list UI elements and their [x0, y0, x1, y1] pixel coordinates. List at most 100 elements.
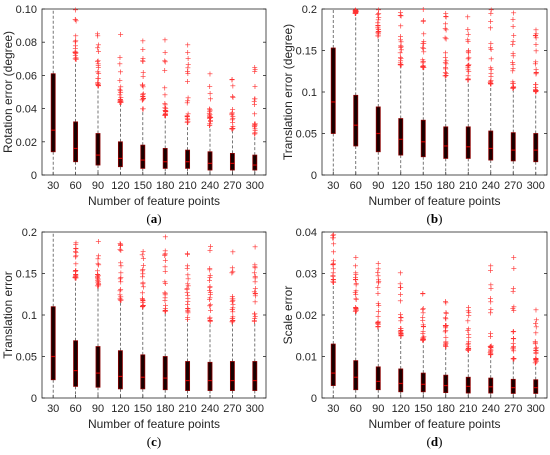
outlier-marker: + — [352, 275, 359, 284]
outlier-marker: + — [184, 67, 191, 76]
outlier-marker: + — [184, 285, 191, 294]
outlier-marker: + — [488, 284, 495, 293]
y-tick-label: 0.15 — [16, 269, 37, 281]
outlier-marker: + — [443, 308, 450, 317]
outlier-marker: + — [509, 58, 516, 67]
outlier-marker: + — [510, 334, 517, 343]
outlier-marker: + — [532, 359, 539, 368]
outlier-marker: + — [532, 31, 539, 40]
outlier-marker: + — [397, 297, 404, 306]
outlier-marker: + — [510, 83, 517, 92]
outlier-marker: + — [330, 275, 337, 284]
outlier-marker: + — [117, 86, 124, 95]
outlier-marker: + — [443, 57, 450, 66]
x-tick-label: 180 — [156, 403, 174, 415]
outlier-marker: + — [465, 344, 472, 353]
outlier-marker: + — [206, 295, 213, 304]
box — [420, 372, 426, 393]
outlier-marker: + — [465, 340, 472, 349]
outlier-marker: + — [140, 83, 147, 92]
outlier-marker: + — [162, 100, 169, 109]
outlier-marker: + — [207, 246, 214, 255]
outlier-marker: + — [330, 230, 337, 239]
box — [162, 356, 168, 391]
outlier-marker: + — [330, 271, 337, 280]
outlier-marker: + — [465, 339, 472, 348]
y-axis-label: Translation error — [1, 271, 15, 359]
outlier-marker: + — [117, 96, 124, 105]
outlier-marker: + — [140, 57, 147, 66]
outlier-marker: + — [397, 41, 404, 50]
outlier-marker: + — [117, 240, 124, 249]
outlier-marker: + — [442, 322, 449, 331]
outlier-marker: + — [229, 297, 236, 306]
outlier-marker: + — [375, 28, 382, 37]
outlier-marker: + — [140, 95, 147, 104]
outlier-marker: + — [397, 8, 404, 17]
outlier-marker: + — [465, 311, 472, 320]
outlier-marker: + — [95, 276, 102, 285]
outlier-marker: + — [420, 333, 427, 342]
outlier-marker: + — [464, 25, 471, 34]
x-tick-label: 150 — [134, 403, 152, 415]
outlier-marker: + — [375, 289, 382, 298]
outlier-marker: + — [118, 97, 125, 106]
outlier-marker: + — [420, 322, 427, 331]
outlier-marker: + — [72, 253, 79, 262]
outlier-marker: + — [117, 275, 124, 284]
outlier-marker: + — [252, 284, 259, 293]
box — [510, 132, 516, 162]
box — [533, 133, 539, 163]
outlier-marker: + — [94, 43, 101, 52]
outlier-marker: + — [230, 300, 237, 309]
outlier-marker: + — [374, 268, 381, 277]
outlier-marker: + — [419, 329, 426, 338]
outlier-marker: + — [251, 119, 258, 128]
outlier-marker: + — [95, 47, 102, 56]
outlier-marker: + — [465, 46, 472, 55]
outlier-marker: + — [161, 111, 168, 120]
outlier-marker: + — [533, 305, 540, 314]
box — [95, 133, 101, 166]
outlier-marker: + — [207, 89, 214, 98]
outlier-marker: + — [533, 70, 540, 79]
outlier-marker: + — [117, 88, 124, 97]
outlier-marker: + — [420, 304, 427, 313]
outlier-marker: + — [487, 266, 494, 275]
y-tick-label: 0.02 — [16, 137, 37, 149]
outlier-marker: + — [442, 65, 449, 74]
outlier-marker: + — [161, 83, 168, 92]
outlier-marker: + — [487, 79, 494, 88]
outlier-marker: + — [95, 81, 102, 90]
outlier-marker: + — [161, 250, 168, 259]
outlier-marker: + — [398, 60, 405, 69]
outlier-marker: + — [140, 94, 147, 103]
outlier-marker: + — [510, 347, 517, 356]
outlier-marker: + — [184, 48, 191, 57]
outlier-marker: + — [419, 290, 426, 299]
outlier-marker: + — [139, 45, 146, 54]
outlier-marker: + — [117, 290, 124, 299]
outlier-marker: + — [162, 111, 169, 120]
outlier-marker: + — [184, 315, 191, 324]
outlier-marker: + — [465, 346, 472, 355]
outlier-marker: + — [94, 270, 101, 279]
outlier-marker: + — [533, 65, 540, 74]
outlier-marker: + — [330, 278, 337, 287]
outlier-marker: + — [375, 27, 382, 36]
outlier-marker: + — [488, 80, 495, 89]
outlier-marker: + — [162, 57, 169, 66]
outlier-marker: + — [184, 307, 191, 316]
outlier-marker: + — [330, 275, 337, 284]
outlier-marker: + — [162, 291, 169, 300]
outlier-marker: + — [464, 76, 471, 85]
outlier-marker: + — [140, 301, 147, 310]
outlier-marker: + — [207, 317, 214, 326]
outlier-marker: + — [184, 297, 191, 306]
outlier-marker: + — [72, 5, 79, 14]
outlier-marker: + — [251, 288, 258, 297]
x-tick-label: 180 — [437, 180, 455, 192]
x-tick-label: 210 — [459, 403, 477, 415]
outlier-marker: + — [184, 41, 191, 50]
outlier-marker: + — [252, 272, 259, 281]
